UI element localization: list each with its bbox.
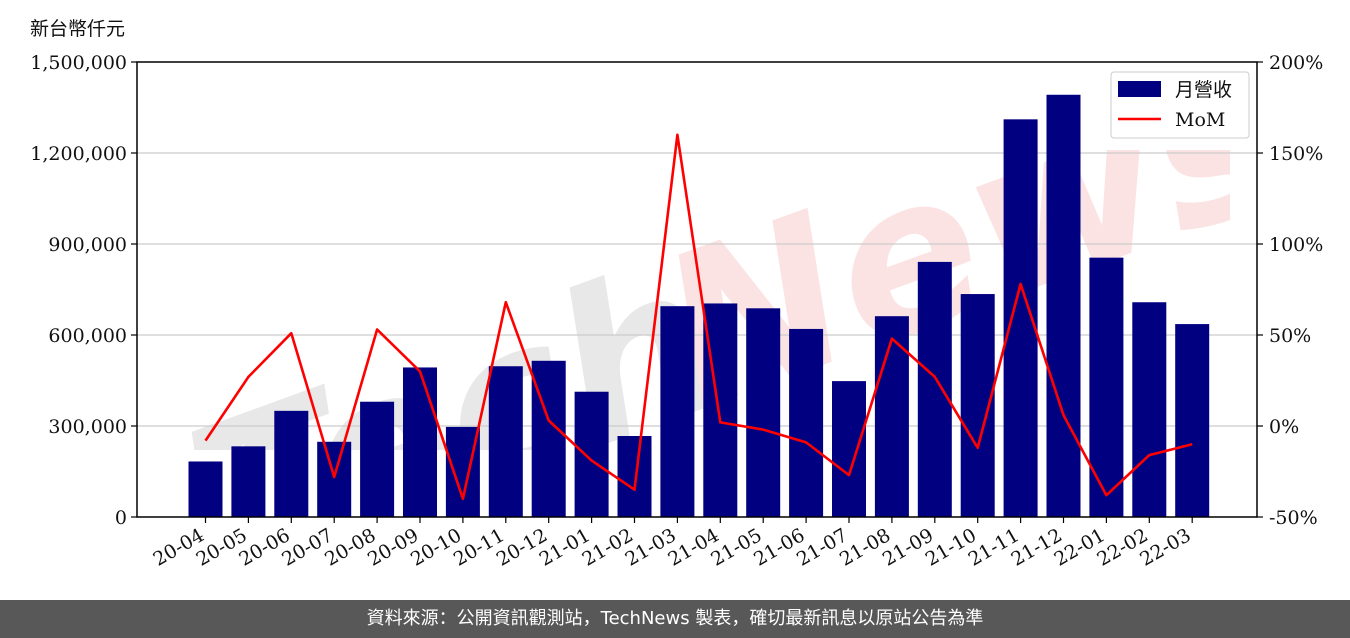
legend-label-mom: MoM (1175, 109, 1225, 131)
bar-22-03 (1175, 324, 1210, 517)
y-left-tick-label: 600,000 (48, 325, 127, 347)
bar-21-08 (874, 316, 909, 517)
y-right-tick-label: 100% (1269, 234, 1323, 256)
bar-21-03 (660, 306, 695, 517)
legend: 月營收 MoM (1110, 71, 1250, 139)
legend-swatch-bar (1118, 81, 1161, 97)
bar-21-09 (917, 261, 952, 517)
revenue-chart: 0 300,000 600,000 900,000 1,200,000 1,500,000… (30, 52, 1323, 571)
source-footer: 資料來源：公開資訊觀測站，TechNews 製表，確切最新訊息以原站公告為準 (0, 600, 1350, 638)
unit-label: 新台幣仟元 (30, 18, 126, 40)
bar-20-06 (274, 410, 309, 517)
legend-label-revenue: 月營收 (1175, 79, 1232, 101)
bar-20-11 (488, 366, 523, 517)
plot-frame (136, 61, 1258, 518)
bar-22-01 (1089, 257, 1124, 517)
x-tick-label: 22-03 (1136, 524, 1194, 570)
bar-21-05 (746, 308, 781, 517)
y-right-tick-label: -50% (1269, 507, 1318, 529)
bar-20-05 (231, 446, 266, 517)
bar-21-07 (832, 381, 866, 517)
y-right-tick-label: 0% (1269, 416, 1299, 438)
bar-21-12 (1046, 94, 1081, 517)
bar-20-04 (188, 461, 223, 517)
bar-21-06 (789, 328, 824, 517)
y-left-tick-label: 300,000 (48, 416, 127, 438)
mom-line (204, 133, 1193, 501)
bar-22-02 (1132, 302, 1167, 517)
y-left-tick-label: 1,200,000 (30, 143, 127, 165)
y-right-tick-label: 150% (1269, 143, 1323, 165)
y-left-tick-label: 0 (115, 507, 127, 529)
y-right-tick-label: 50% (1269, 325, 1311, 347)
bar-20-08 (360, 401, 395, 517)
y-right-tick-label: 200% (1269, 52, 1323, 74)
bar-21-02 (617, 436, 652, 517)
bar-21-01 (574, 391, 609, 517)
y-left-tick-label: 1,500,000 (30, 52, 127, 74)
y-left-tick-label: 900,000 (48, 234, 127, 256)
bar-20-07 (317, 441, 352, 517)
bar-20-09 (403, 367, 437, 517)
